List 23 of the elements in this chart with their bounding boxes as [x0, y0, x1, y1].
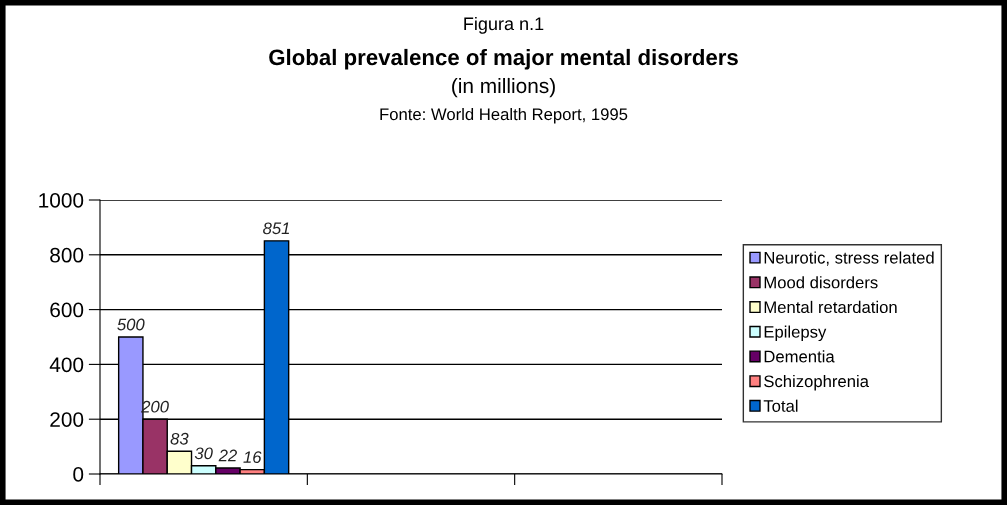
y-tick-label: 800 — [50, 247, 84, 263]
y-tick-label: 0 — [73, 467, 84, 482]
text: Figura n.1 — [464, 16, 544, 34]
data-label: 16 — [243, 451, 262, 464]
data-label: 500 — [117, 318, 145, 331]
legend-label: Mood disorders — [764, 276, 878, 289]
data-label: 30 — [194, 447, 213, 460]
legend-label: Neurotic, stress related — [764, 251, 934, 266]
chart-title: Global prevalence of major mental disorders — [269, 48, 738, 70]
legend-label: Epilepsy — [764, 325, 827, 342]
data-label: 22 — [218, 449, 237, 462]
legend-label: Schizophrenia — [764, 374, 869, 391]
source-note: Fonte: World Health Report, 1995 — [380, 107, 628, 124]
data-label: 83 — [170, 432, 189, 445]
y-tick-label: 200 — [50, 412, 84, 427]
y-tick-label: 400 — [49, 357, 84, 373]
chart-subtitle: (in millions) — [452, 77, 555, 98]
legend-label: Mental retardation — [764, 300, 897, 314]
y-tick-label: 600 — [50, 302, 84, 318]
y-tick-label: 1000 — [39, 193, 84, 208]
data-label: 851 — [263, 222, 290, 235]
legend-label: Total — [763, 399, 798, 412]
legend-label: Dementia — [764, 350, 835, 363]
